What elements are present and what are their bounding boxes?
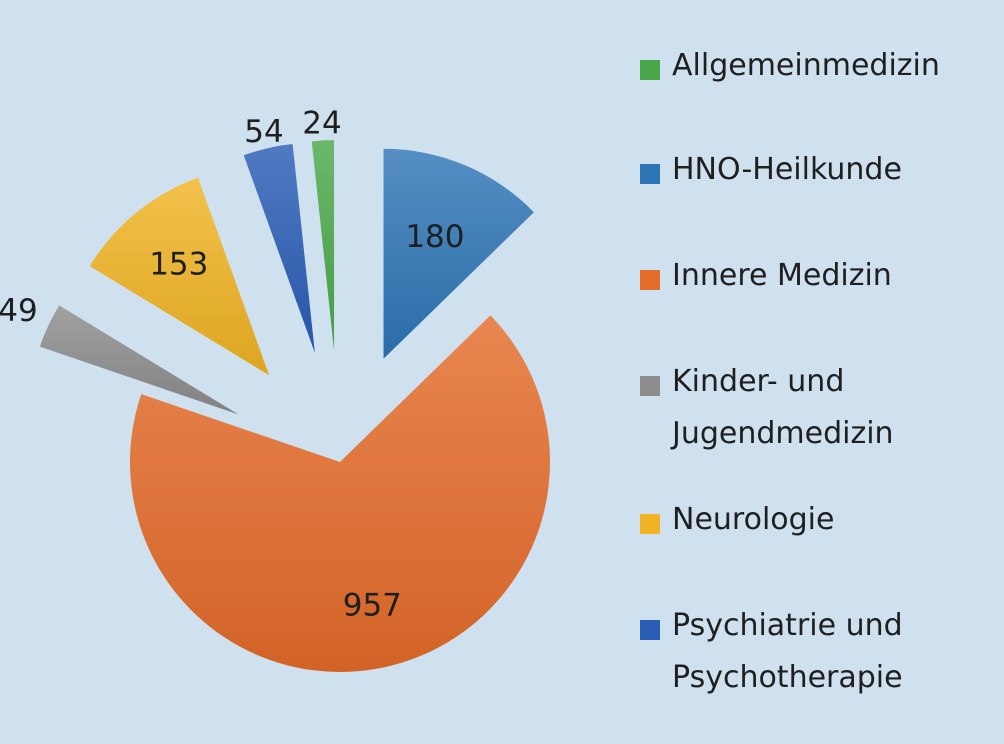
legend-item-allgemeinmedizin: Allgemeinmedizin bbox=[640, 40, 940, 92]
pie-slice-allgemeinmedizin bbox=[311, 140, 335, 351]
pie-chart: 180 957 49 153 54 24 bbox=[0, 106, 551, 672]
legend-swatch bbox=[640, 376, 660, 396]
legend-item-kinder-und-jugendmedizin: Kinder- und Jugendmedizin bbox=[640, 356, 894, 460]
data-label-allgemeinmedizin: 24 bbox=[302, 106, 341, 142]
pie-slices bbox=[39, 140, 551, 672]
legend-swatch bbox=[640, 164, 660, 184]
pie-slice-neurologie bbox=[89, 177, 270, 376]
legend-label: Neurologie bbox=[672, 502, 835, 537]
legend-item-neurologie: Neurologie bbox=[640, 494, 834, 546]
pie-slice-kinder-und-jugendmedizin bbox=[39, 305, 239, 415]
data-label-kinder-und-jugendmedizin: 49 bbox=[0, 293, 38, 329]
legend-item-psychiatrie-und-psychotherapie: Psychiatrie und Psychotherapie bbox=[640, 600, 903, 704]
legend-label: Psychiatrie und Psychotherapie bbox=[672, 608, 903, 695]
legend-item-hno-heilkunde: HNO-Heilkunde bbox=[640, 144, 902, 196]
data-label-hno-heilkunde: 180 bbox=[405, 219, 464, 255]
data-label-neurologie: 153 bbox=[149, 247, 208, 283]
legend-item-innere-medizin: Innere Medizin bbox=[640, 250, 892, 302]
legend-label: Kinder- und Jugendmedizin bbox=[672, 364, 894, 451]
legend-label: HNO-Heilkunde bbox=[672, 152, 902, 187]
pie-slice-innere-medizin bbox=[130, 315, 551, 672]
data-label-innere-medizin: 957 bbox=[343, 587, 402, 623]
data-label-psychiatrie-und-psychotherapie: 54 bbox=[244, 114, 283, 150]
legend-swatch bbox=[640, 620, 660, 640]
legend-label: Allgemeinmedizin bbox=[672, 48, 940, 83]
legend-label: Innere Medizin bbox=[672, 258, 892, 293]
pie-slice-hno-heilkunde bbox=[383, 148, 534, 359]
legend-swatch bbox=[640, 514, 660, 534]
pie-data-labels: 180 957 49 153 54 24 bbox=[0, 106, 465, 624]
pie-slice-psychiatrie-und-psychotherapie bbox=[243, 144, 315, 353]
legend-swatch bbox=[640, 60, 660, 80]
legend-swatch bbox=[640, 270, 660, 290]
